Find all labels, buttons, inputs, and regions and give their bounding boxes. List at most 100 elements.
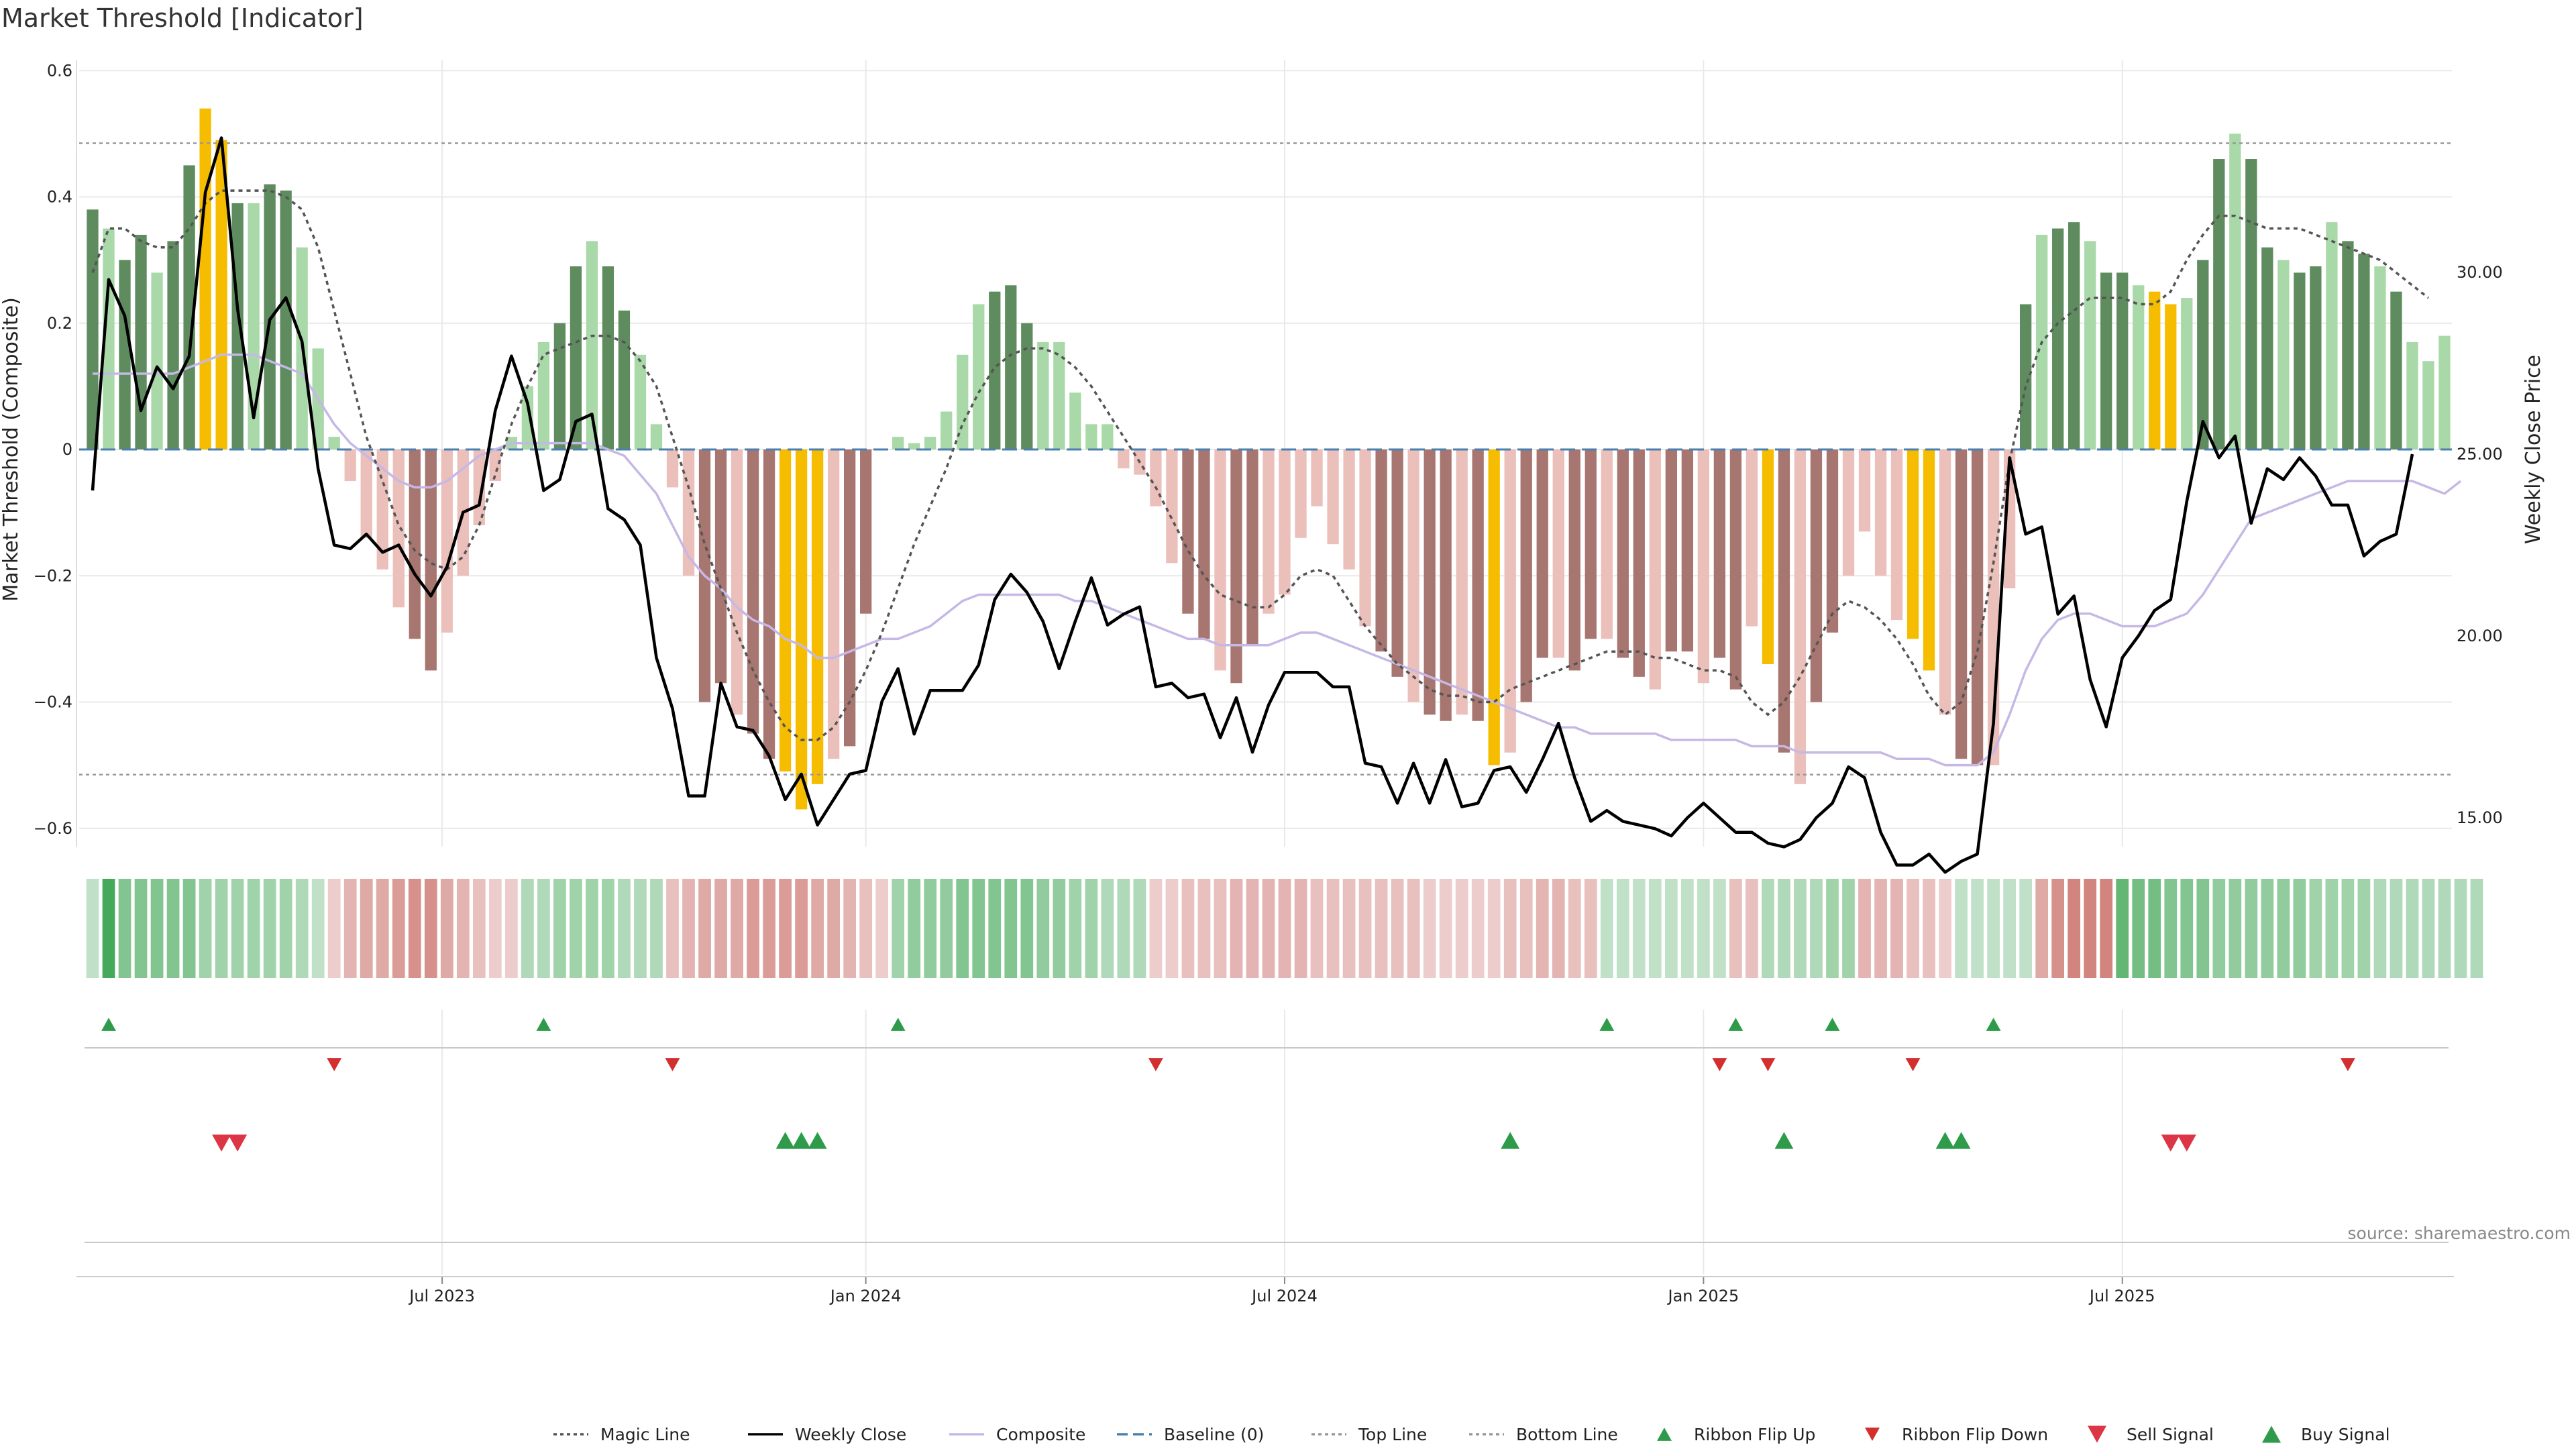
ribbon-cell	[521, 879, 534, 978]
composite-bar	[344, 449, 356, 482]
ribbon-cell	[2051, 879, 2065, 978]
composite-bar	[1842, 449, 1855, 576]
composite-bar	[2358, 254, 2370, 449]
legend-label: Top Line	[1358, 1425, 1427, 1444]
composite-bar	[924, 437, 936, 449]
y-tick-left: 0.6	[47, 61, 72, 80]
ribbon-cell	[1101, 879, 1114, 978]
y-tick-right: 20.00	[2457, 627, 2503, 645]
composite-bar	[714, 449, 727, 684]
ribbon-cell	[2293, 879, 2306, 978]
legend-swatch	[2262, 1426, 2281, 1443]
composite-bars	[87, 108, 2451, 810]
composite-bar	[2294, 272, 2306, 449]
composite-bar	[908, 443, 920, 449]
ribbon-cell	[376, 879, 389, 978]
ribbon-cell	[1036, 879, 1050, 978]
ribbon-flip-down-marker	[665, 1058, 680, 1071]
ribbon-cell	[134, 879, 148, 978]
ribbon-cell	[956, 879, 969, 978]
buy-signal-marker	[1774, 1132, 1794, 1149]
ribbon-cell	[199, 879, 212, 978]
composite-bar	[1585, 449, 1597, 639]
composite-bar	[1488, 449, 1500, 765]
ribbon-cell	[2357, 879, 2371, 978]
ribbon-flip-down-marker	[1905, 1058, 1921, 1071]
legend-label: Magic Line	[600, 1425, 690, 1444]
ribbon-cell	[343, 879, 357, 978]
ribbon-cell	[2341, 879, 2355, 978]
legend-label: Baseline (0)	[1164, 1425, 1264, 1444]
ribbon-cell	[682, 879, 695, 978]
ribbon-cell	[2132, 879, 2145, 978]
composite-bar	[1907, 449, 1919, 639]
composite-bar	[2133, 285, 2145, 449]
y-tick-right: 25.00	[2457, 445, 2503, 464]
ribbon-cell	[472, 879, 486, 978]
ribbon-cell	[553, 879, 566, 978]
legend-label: Buy Signal	[2301, 1425, 2390, 1444]
composite-bar	[360, 449, 372, 538]
composite-bar	[280, 191, 292, 449]
ribbon-cell	[698, 879, 711, 978]
composite-bar	[941, 411, 953, 449]
buy-signal-marker	[808, 1132, 827, 1149]
ribbon-cell	[747, 879, 759, 978]
ribbon-flip-up-marker	[101, 1018, 117, 1031]
y-tick-left: −0.2	[34, 566, 72, 585]
composite-bar	[1504, 449, 1516, 753]
composite-bar	[860, 449, 872, 614]
composite-bar	[1762, 449, 1774, 665]
composite-bar	[1263, 449, 1275, 614]
ribbon-cell	[795, 879, 808, 978]
composite-bar	[1649, 449, 1661, 690]
composite-bar	[2374, 266, 2386, 449]
legend-item: Bottom Line	[1469, 1425, 1618, 1444]
composite-bar	[1069, 392, 1081, 449]
ribbon-cell	[1085, 879, 1098, 978]
legend-item: Ribbon Flip Down	[1865, 1425, 2048, 1444]
composite-bar	[183, 165, 195, 449]
composite-bar	[1746, 449, 1758, 627]
ribbon-cell	[2068, 879, 2081, 978]
ribbon-flip-down-marker	[1712, 1058, 1727, 1071]
ribbon-cell	[2406, 879, 2419, 978]
ribbon-cell	[875, 879, 889, 978]
composite-bar	[1343, 449, 1355, 570]
composite-bar	[2197, 260, 2209, 449]
composite-bar	[1955, 449, 1968, 759]
ribbon-cell	[1262, 879, 1275, 978]
ribbon-cell	[714, 879, 727, 978]
composite-bar	[973, 304, 985, 449]
y-tick-left: 0.2	[47, 314, 72, 333]
ribbon-cell	[940, 879, 953, 978]
ribbon-cell	[392, 879, 405, 978]
legend-item: Top Line	[1311, 1425, 1427, 1444]
ribbon-cell	[570, 879, 582, 978]
ribbon-cell	[1246, 879, 1259, 978]
ribbon-cell	[666, 879, 679, 978]
ribbon-flip-up-marker	[536, 1018, 551, 1031]
composite-bar	[1424, 449, 1436, 715]
ribbon-cell	[1278, 879, 1291, 978]
ribbon-cell	[2373, 879, 2387, 978]
x-tick-label: Jul 2023	[408, 1287, 475, 1305]
ribbon-cell	[2164, 879, 2178, 978]
composite-bar	[2052, 228, 2064, 449]
ribbon-cell	[424, 879, 437, 978]
composite-bar	[586, 241, 598, 449]
ribbon-cell	[1955, 879, 1968, 978]
ribbon-cell	[1697, 879, 1710, 978]
composite-bar	[87, 209, 99, 449]
ribbon-cell	[1294, 879, 1307, 978]
ribbon-cell	[1616, 879, 1629, 978]
composite-bar	[135, 234, 147, 449]
ribbon-cell	[924, 879, 937, 978]
ribbon-cell	[1342, 879, 1356, 978]
composite-bar	[2438, 335, 2451, 449]
composite-bar	[2149, 291, 2161, 449]
signal-markers	[212, 1132, 2196, 1152]
composite-bar	[763, 449, 775, 759]
composite-bar	[1327, 449, 1339, 545]
ribbon-cell	[1487, 879, 1501, 978]
